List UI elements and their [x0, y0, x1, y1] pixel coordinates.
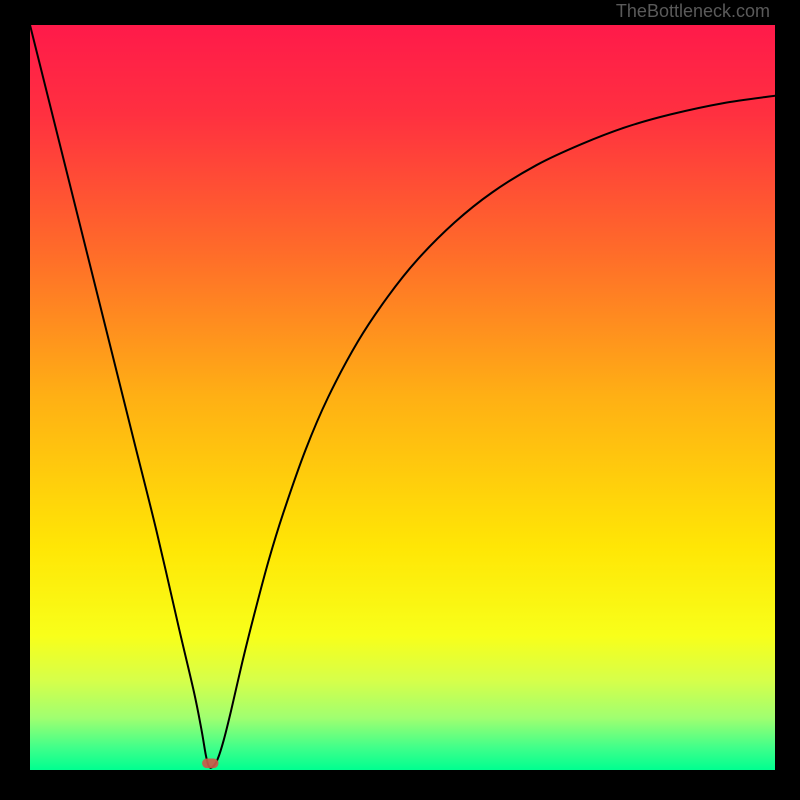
- minimum-marker: [202, 758, 218, 768]
- gradient-background: [30, 25, 775, 770]
- gradient-curve-chart: [30, 25, 775, 770]
- watermark-text: TheBottleneck.com: [616, 1, 770, 22]
- chart-container: { "watermark": { "text": "TheBottleneck.…: [0, 0, 800, 800]
- plot-area: [30, 25, 775, 770]
